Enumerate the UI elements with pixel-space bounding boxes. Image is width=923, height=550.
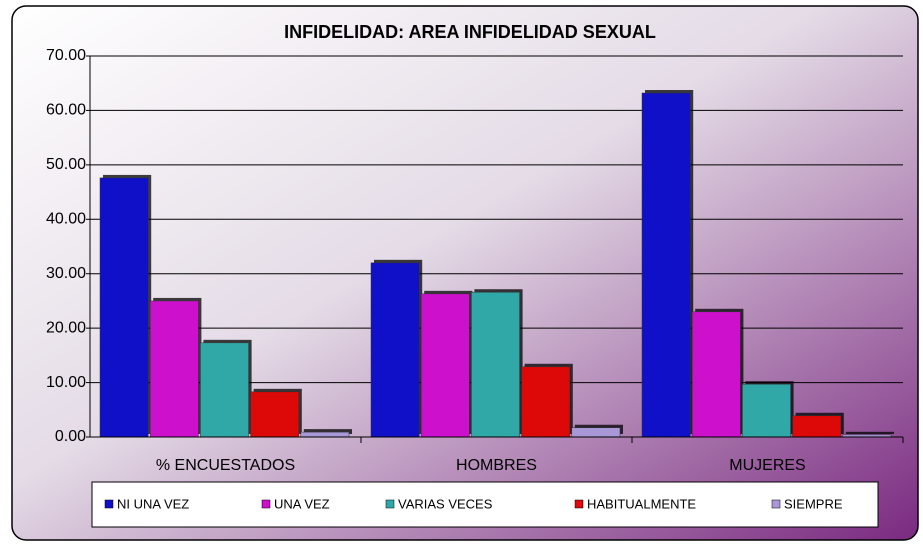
- bar: [641, 92, 691, 438]
- y-tick-label: 10.00: [46, 374, 86, 391]
- legend-swatch: [574, 499, 584, 509]
- y-tick-label: 60.00: [46, 102, 86, 119]
- legend-label: VARIAS VECES: [398, 496, 493, 511]
- bar-shadow: [845, 431, 894, 434]
- legend-label: HABITUALMENTE: [587, 496, 696, 511]
- legend-box: [91, 481, 879, 528]
- bar: [792, 415, 842, 438]
- bar: [99, 177, 149, 438]
- legend-swatch: [261, 499, 271, 509]
- bar: [370, 262, 420, 438]
- x-tick-label: % ENCUESTADOS: [156, 457, 295, 474]
- chart-title: INFIDELIDAD: AREA INFIDELIDAD SEXUAL: [284, 22, 656, 42]
- legend-swatch: [385, 499, 395, 509]
- bar: [571, 427, 621, 438]
- y-tick-label: 50.00: [46, 156, 86, 173]
- bar: [471, 291, 520, 438]
- bar: [420, 293, 470, 438]
- bar: [691, 311, 741, 438]
- y-tick-label: 40.00: [46, 211, 86, 228]
- legend-swatch: [104, 499, 114, 509]
- legend-swatch: [771, 499, 781, 509]
- bar: [300, 431, 350, 438]
- y-tick-label: 0.00: [55, 428, 86, 445]
- bar: [521, 366, 571, 438]
- bar: [742, 383, 791, 438]
- legend-label: NI UNA VEZ: [117, 496, 189, 511]
- y-tick-label: 30.00: [46, 265, 86, 282]
- x-tick-label: HOMBRES: [456, 457, 537, 474]
- bar: [200, 342, 249, 438]
- x-tick-label: MUJERES: [729, 457, 805, 474]
- y-tick-label: 70.00: [46, 47, 86, 64]
- bar-shadow: [303, 429, 352, 434]
- legend-label: SIEMPRE: [784, 496, 843, 511]
- legend-label: UNA VEZ: [274, 496, 330, 511]
- bar: [250, 391, 300, 438]
- bar: [149, 300, 199, 438]
- y-tick-label: 20.00: [46, 319, 86, 336]
